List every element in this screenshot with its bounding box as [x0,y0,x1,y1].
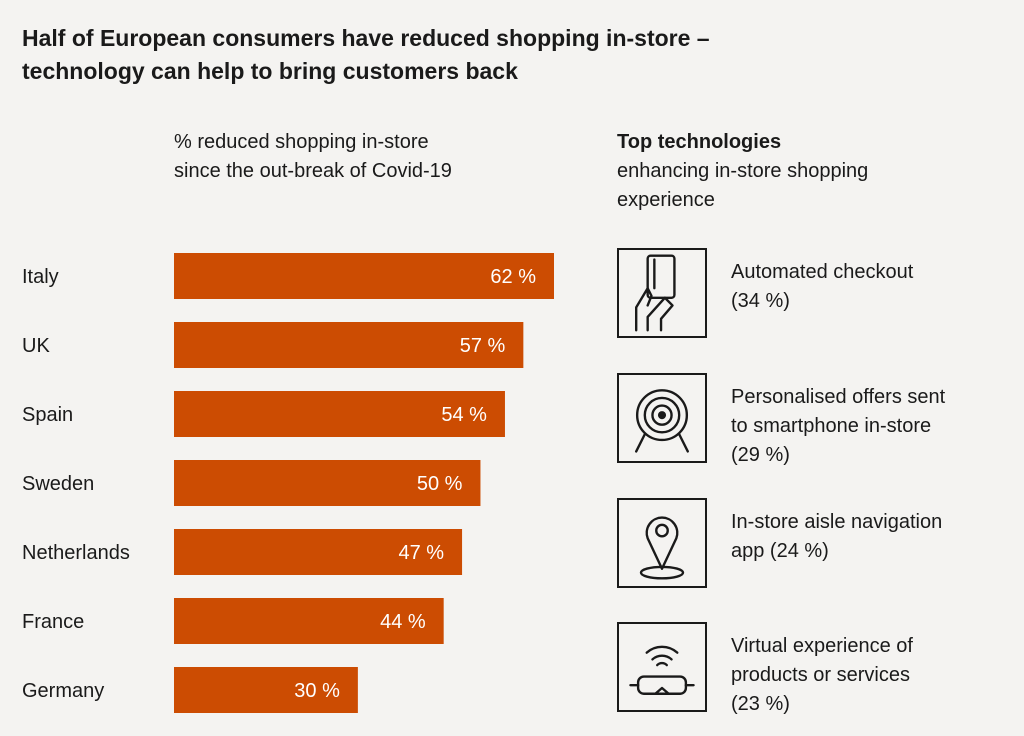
bar [174,667,358,713]
tech-text-personalised-offers: Personalised offers sent to smartphone i… [731,383,1021,470]
tech-line: (34 %) [731,290,790,312]
tech-header-line-1: enhancing in-store shopping [617,160,869,182]
bar-value-label: 54 % [441,404,487,426]
tech-line: Personalised offers sent [731,386,946,408]
target-icon [617,373,707,463]
category-label: Italy [22,266,59,288]
bar [174,391,505,437]
tech-line: products or services [731,664,910,686]
category-label: Netherlands [22,542,130,564]
vr-headset-icon [617,622,707,712]
chart-subtitle-line-2: since the out-break of Covid-19 [174,160,452,182]
card-hand-icon [617,248,707,338]
chart-subtitle: % reduced shopping in-store since the ou… [174,128,452,186]
bar-value-label: 50 % [417,473,463,495]
tech-header-line-2: experience [617,189,715,211]
category-label: Spain [22,404,73,426]
tech-text-aisle-navigation: In-store aisle navigation app (24 %) [731,508,1021,566]
title-line-1: Half of European consumers have reduced … [22,25,710,51]
bar-value-label: 47 % [398,542,444,564]
bar-value-label: 62 % [490,266,536,288]
bar [174,460,481,506]
tech-line: (29 %) [731,444,790,466]
bar [174,529,463,575]
tech-line: (23 %) [731,693,790,715]
tech-text-virtual-experience: Virtual experience of products or servic… [731,632,1021,719]
title-line-2: technology can help to bring customers b… [22,58,518,84]
bar-value-label: 44 % [380,611,426,633]
category-label: Sweden [22,473,94,495]
tech-text-automated-checkout: Automated checkout (34 %) [731,258,1021,316]
bar [174,598,444,644]
tech-line: to smartphone in-store [731,415,932,437]
category-label: Germany [22,680,104,702]
bar [174,322,524,368]
page-title: Half of European consumers have reduced … [22,22,922,88]
tech-line: Virtual experience of [731,635,913,657]
bar [174,253,554,299]
category-label: France [22,611,84,633]
tech-line: app (24 %) [731,540,829,562]
tech-line: Automated checkout [731,261,914,283]
bar-value-label: 30 % [294,680,340,702]
bar-value-label: 57 % [460,335,506,357]
bar-chart: Italy 62 % UK 57 % Spain 54 % Sweden 50 % Nether… [22,253,554,713]
chart-subtitle-line-1: % reduced shopping in-store [174,131,429,153]
tech-header: Top technologies enhancing in-store shop… [617,128,868,215]
location-pin-icon [617,498,707,588]
tech-header-title: Top technologies [617,131,782,153]
category-label: UK [22,335,50,357]
tech-line: In-store aisle navigation [731,511,943,533]
